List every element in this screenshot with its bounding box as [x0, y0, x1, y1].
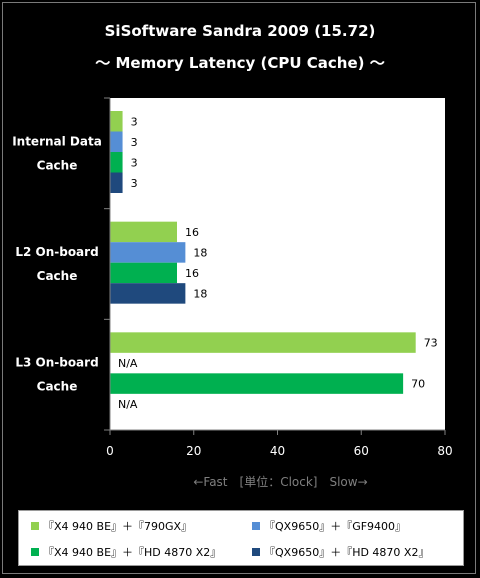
- data-label: 18: [193, 287, 207, 300]
- category-label: Cache: [37, 380, 78, 394]
- category-label: Cache: [37, 158, 78, 172]
- x-tick-label: 80: [437, 444, 452, 458]
- bar: [110, 111, 123, 132]
- category-label: Cache: [37, 269, 78, 283]
- x-axis-label: ←Fast [単位：Clock] Slow→: [193, 475, 368, 489]
- x-tick-label: 20: [186, 444, 201, 458]
- legend-swatch: [252, 522, 260, 530]
- category-label: Internal Data: [12, 134, 102, 148]
- data-label: 3: [131, 115, 138, 128]
- bar: [110, 242, 186, 263]
- legend-label: 『X4 940 BE』＋『790GX』: [43, 520, 193, 533]
- legend-item: 『X4 940 BE』＋『790GX』: [31, 518, 192, 534]
- chart-frame: [2, 2, 476, 574]
- chart-plot: 3 16 73 3 18 N/A 3 16 70 3 18 N/A 0 20 40 60 80 Internal …: [12, 97, 453, 458]
- chart-title: SiSoftware Sandra 2009 (15.72): [104, 22, 376, 40]
- x-tick-label: 60: [354, 444, 369, 458]
- data-label: N/A: [118, 398, 138, 411]
- data-label: 70: [411, 378, 425, 391]
- bar: [110, 332, 416, 353]
- legend-item: 『QX9650』＋『GF9400』: [252, 518, 406, 534]
- legend-swatch: [252, 548, 260, 556]
- data-label: 16: [185, 267, 199, 280]
- bar: [110, 283, 186, 304]
- bar: [110, 373, 404, 394]
- legend: 『X4 940 BE』＋『790GX』 『QX9650』＋『GF9400』『X4 …: [18, 510, 464, 566]
- data-label: N/A: [118, 357, 138, 370]
- data-label: 16: [185, 226, 199, 239]
- legend-label: 『QX9650』＋『GF9400』: [264, 520, 407, 533]
- legend-label: 『X4 940 BE』＋『HD 4870 X2』: [43, 546, 222, 559]
- bar: [110, 262, 177, 284]
- legend-swatch: [31, 548, 39, 556]
- x-tick-label: 40: [270, 444, 285, 458]
- bar: [110, 131, 123, 152]
- data-label: 3: [131, 156, 138, 169]
- legend-swatch: [31, 522, 39, 530]
- data-label: 73: [424, 337, 438, 350]
- data-label: 3: [131, 136, 138, 149]
- legend-item: 『X4 940 BE』＋『HD 4870 X2』: [31, 544, 221, 560]
- chart-subtitle: ～ Memory Latency (CPU Cache) ～: [95, 54, 385, 72]
- category-label: L2 On-board: [15, 245, 98, 259]
- category-label: L3 On-board: [15, 356, 98, 370]
- bar: [110, 152, 123, 173]
- data-label: 3: [131, 177, 138, 190]
- legend-label: 『QX9650』＋『HD 4870 X2』: [264, 546, 430, 559]
- bar: [110, 172, 123, 193]
- legend-item: 『QX9650』＋『HD 4870 X2』: [252, 544, 429, 560]
- x-tick-label: 0: [106, 444, 114, 458]
- bar: [110, 221, 177, 243]
- data-label: 18: [193, 246, 207, 259]
